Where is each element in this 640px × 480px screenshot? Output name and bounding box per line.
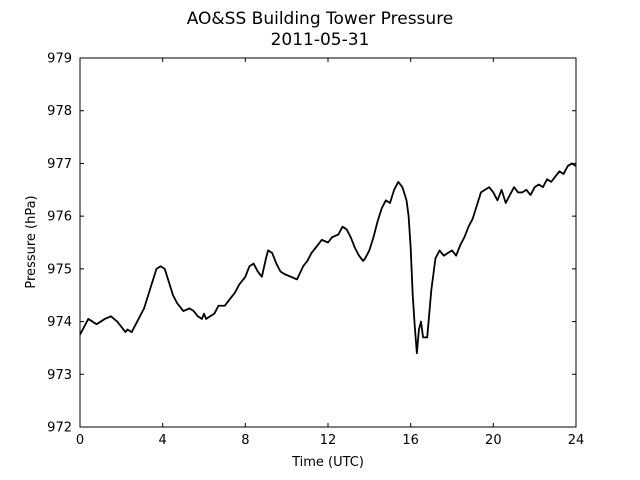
chart-title: AO&SS Building Tower Pressure xyxy=(187,9,454,29)
x-tick-label: 24 xyxy=(568,433,585,448)
x-tick-label: 8 xyxy=(241,433,249,448)
x-tick-label: 20 xyxy=(485,433,502,448)
x-tick-label: 0 xyxy=(76,433,84,448)
y-tick-label: 978 xyxy=(47,104,72,119)
x-tick-label: 12 xyxy=(320,433,337,448)
x-tick-label: 4 xyxy=(159,433,167,448)
y-tick-label: 972 xyxy=(47,421,72,436)
x-tick-label: 16 xyxy=(402,433,419,448)
y-tick-label: 975 xyxy=(47,262,72,277)
chart-subtitle: 2011-05-31 xyxy=(271,30,370,50)
pressure-series-line xyxy=(79,162,577,355)
x-axis-label: Time (UTC) xyxy=(291,455,364,470)
y-tick-label: 977 xyxy=(47,157,72,172)
y-tick-label: 973 xyxy=(47,368,72,383)
y-axis: 972 973 974 975 976 977 978 979 xyxy=(47,52,576,436)
y-tick-label: 974 xyxy=(47,315,72,330)
y-tick-label: 976 xyxy=(47,210,72,225)
x-axis: 0 4 8 12 16 20 24 xyxy=(76,58,584,448)
plot-frame xyxy=(79,57,577,428)
y-tick-label: 979 xyxy=(47,52,72,67)
y-axis-label: Pressure (hPa) xyxy=(24,195,39,288)
